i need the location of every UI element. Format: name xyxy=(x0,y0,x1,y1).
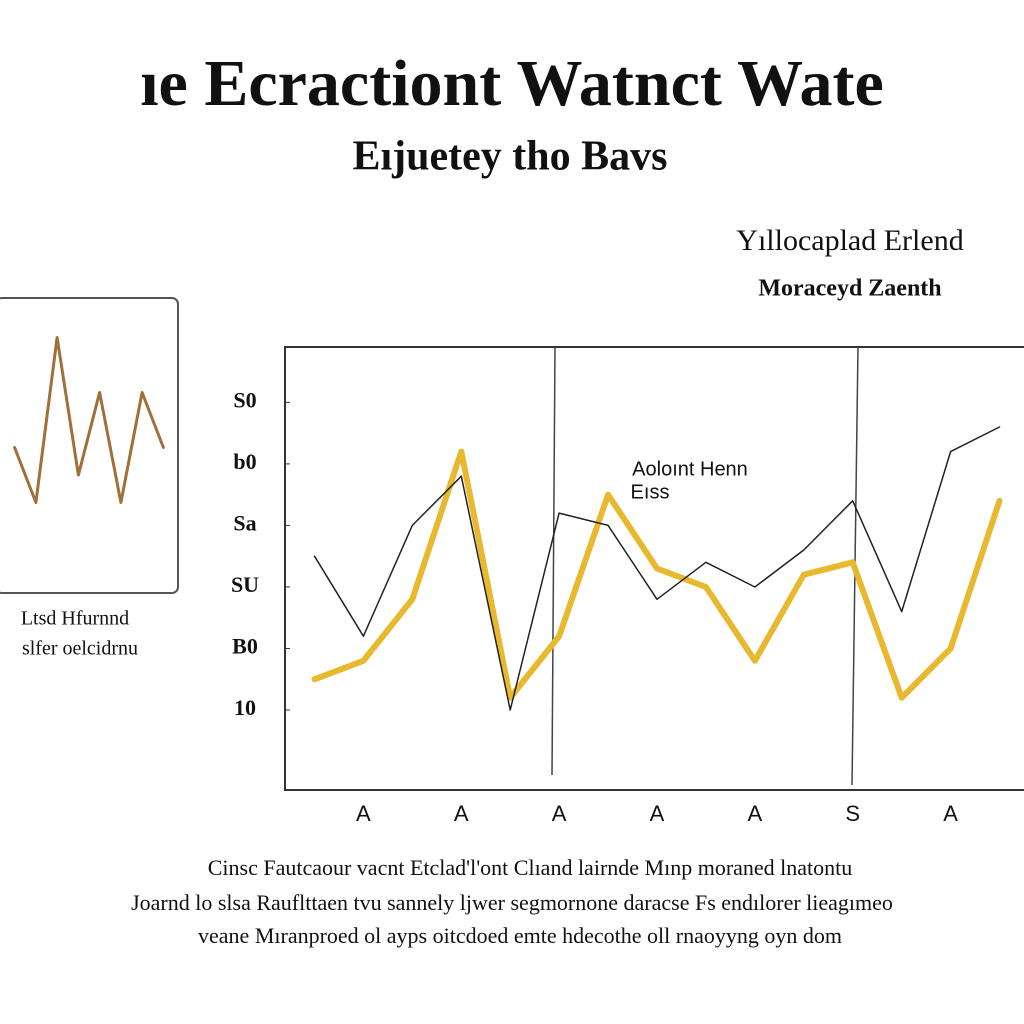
caption: Cinsc Fautcaour vacnt Etclad'l'ont Clıan… xyxy=(208,855,853,880)
divider xyxy=(551,346,556,776)
plot-frame xyxy=(284,346,1024,791)
y-tick-label: S0 xyxy=(233,387,256,412)
y-tick-label: SU xyxy=(231,572,259,597)
x-tick-label: A xyxy=(650,801,665,826)
x-tick-label: A xyxy=(356,801,371,826)
x-tick-label: A xyxy=(552,801,567,826)
x-tick-label: S xyxy=(845,801,860,826)
y-tick-label: 10 xyxy=(234,695,256,720)
x-tick-label: A xyxy=(454,801,469,826)
inset-caption: slfer oelcidrnu xyxy=(22,638,138,660)
annotation: Moraceyd Zaenth xyxy=(758,276,941,302)
chart-title: ıe Ecractiont Watnct Wate xyxy=(140,47,884,120)
data-line xyxy=(13,336,165,504)
annotation: Eıss xyxy=(631,481,670,503)
y-tick-label: Sa xyxy=(233,510,256,535)
y-tick-label: B0 xyxy=(232,634,258,659)
data-line xyxy=(311,448,1003,701)
annotation: Yıllocaplad Erlend xyxy=(736,224,963,257)
chart-subtitle: Eıjuetey tho Bavs xyxy=(353,134,668,180)
inset-caption: Ltsd Hfurnnd xyxy=(21,608,129,630)
x-tick-label: A xyxy=(748,801,763,826)
data-line xyxy=(313,426,1001,711)
caption: Joarnd lo slsa Rauflttaen tvu sannely lj… xyxy=(131,890,893,915)
x-tick-label: A xyxy=(943,801,958,826)
y-tick-label: b0 xyxy=(233,449,256,474)
annotation: Aoloınt Henn xyxy=(632,458,748,480)
inset-frame xyxy=(0,297,179,594)
caption: veane Mıranproed ol ayps oitcdoed emte h… xyxy=(198,923,842,948)
